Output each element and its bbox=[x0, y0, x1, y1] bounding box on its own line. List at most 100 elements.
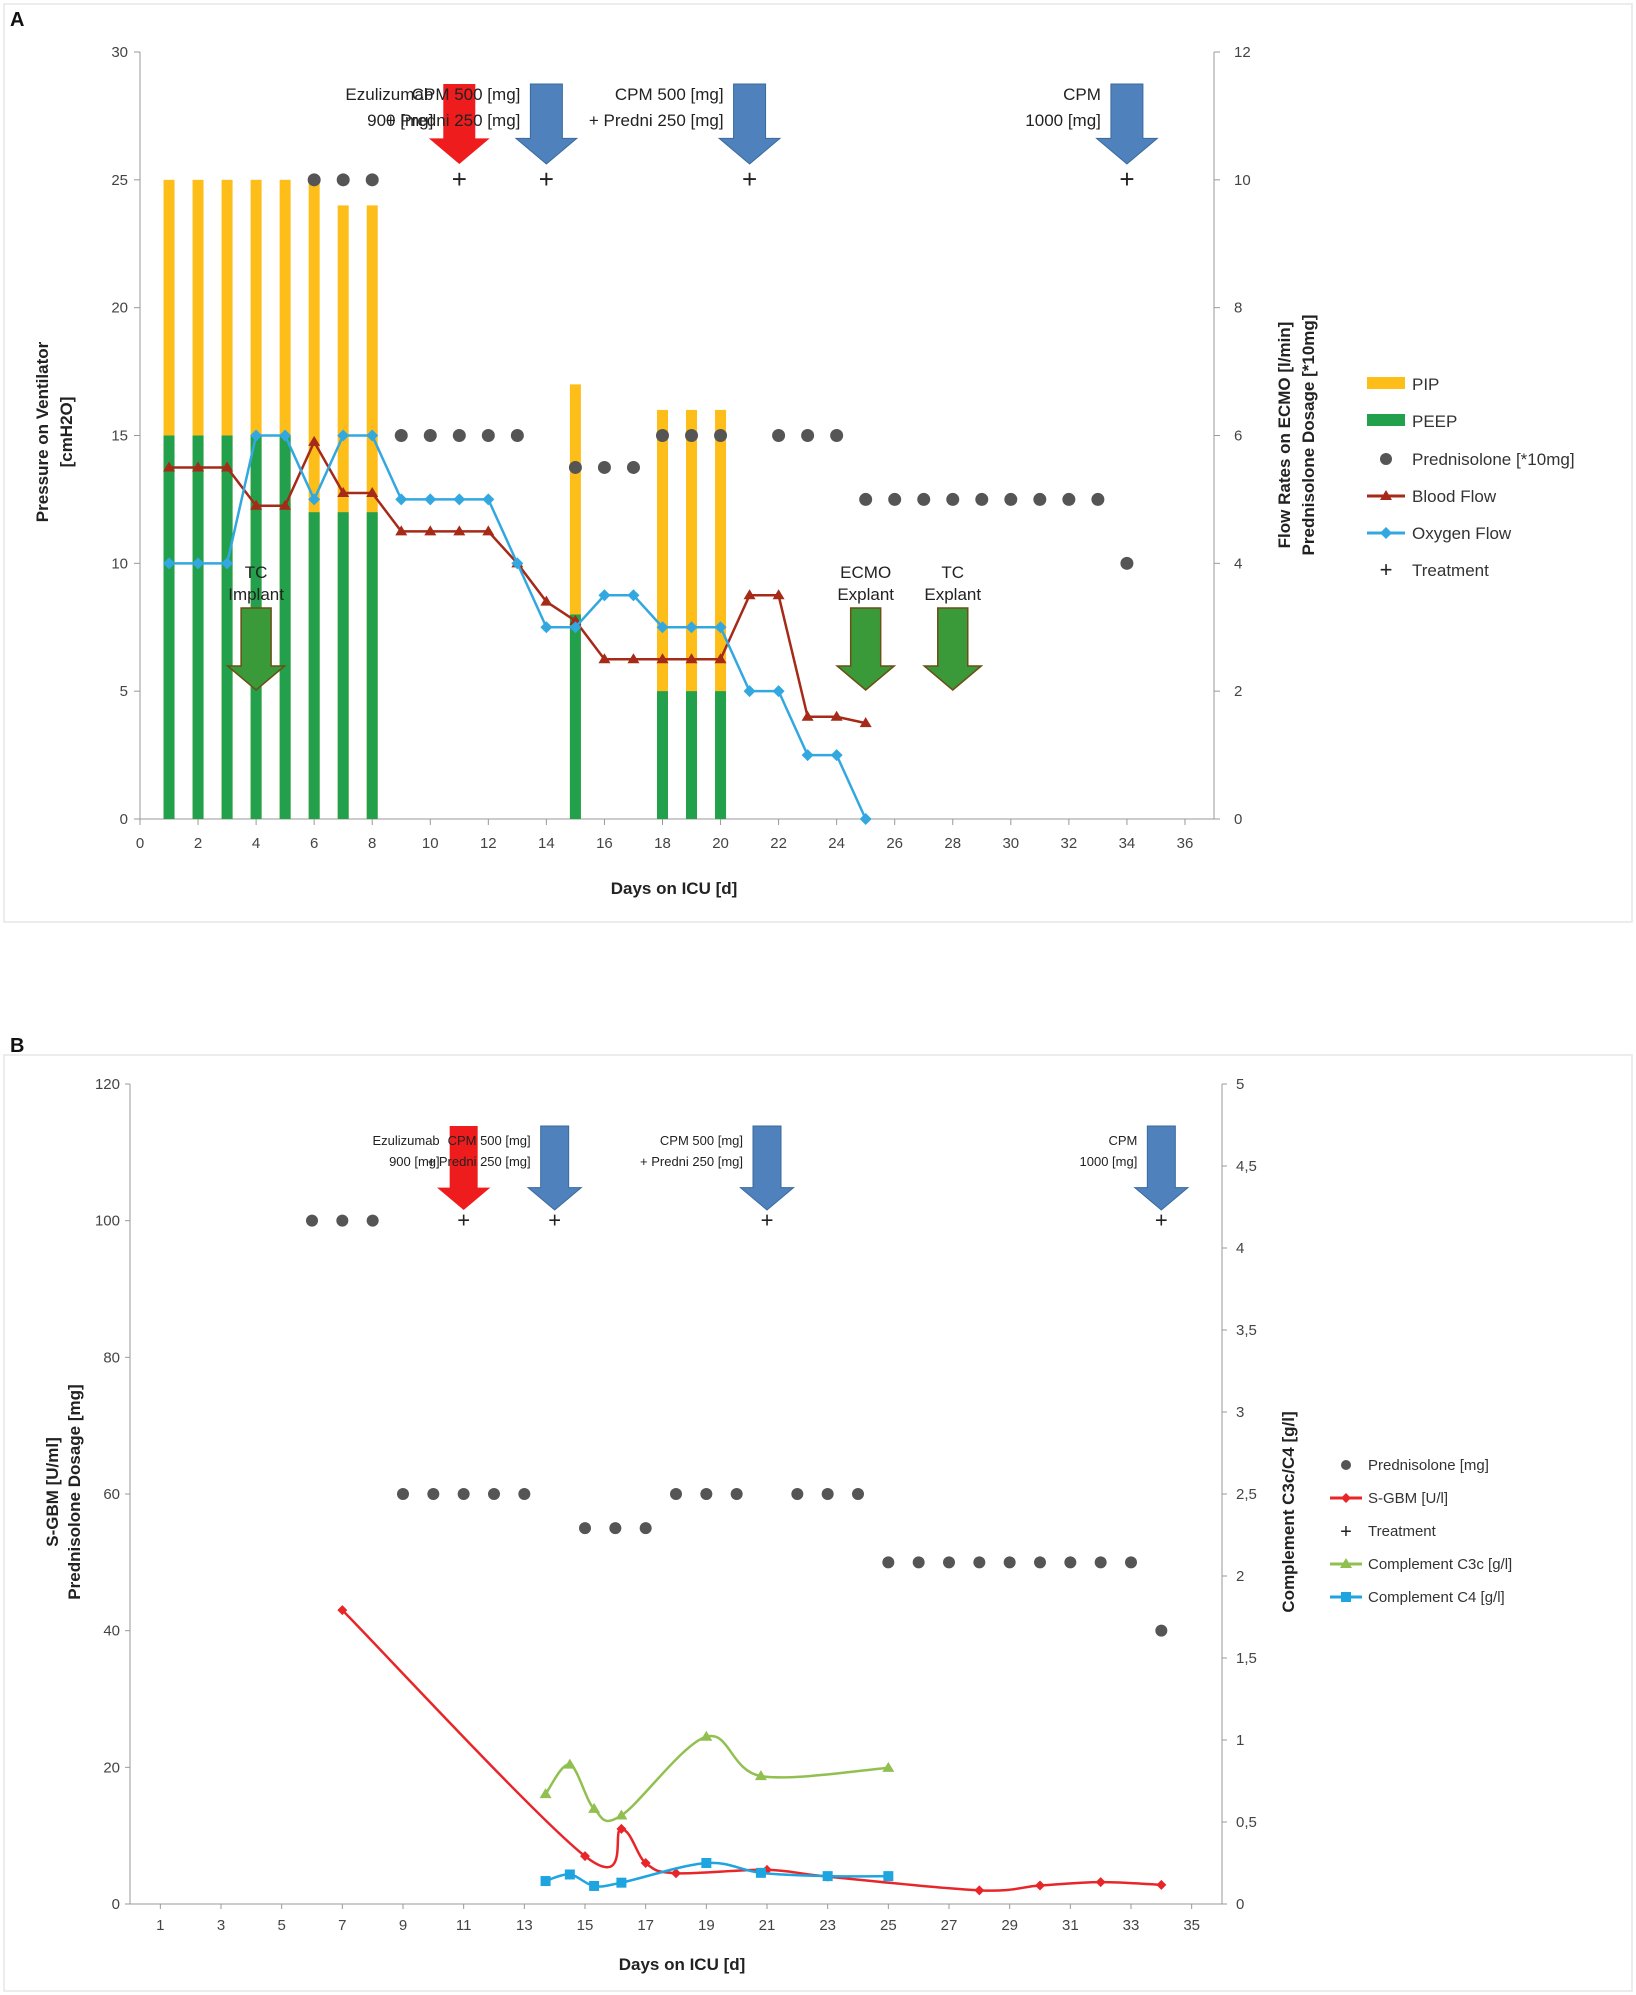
oxygen-flow-point bbox=[250, 429, 263, 442]
peep-bar bbox=[163, 435, 175, 819]
oxygen-flow-point bbox=[221, 557, 234, 570]
b-y2-tick-label: 0,5 bbox=[1236, 1814, 1257, 1831]
prednisolone-point bbox=[626, 460, 640, 474]
b-x-tick-label: 9 bbox=[399, 1917, 407, 1934]
treatment-marker: + bbox=[548, 1208, 561, 1233]
treatment-annotation-line: CPM bbox=[1063, 85, 1101, 104]
pip-bar bbox=[715, 409, 727, 819]
prednisolone-point bbox=[943, 1556, 955, 1569]
legend-b-c4-marker bbox=[1341, 1592, 1351, 1602]
prednisolone-point bbox=[481, 429, 495, 442]
prednisolone-point bbox=[772, 429, 786, 442]
chart-b-ylabel-line2: Prednisolone Dosage [mg] bbox=[65, 1384, 84, 1599]
b-y2-tick-label: 3 bbox=[1236, 1404, 1244, 1421]
legend-oxygen-label: Oxygen Flow bbox=[1412, 524, 1512, 543]
treatment-arrow-blue bbox=[1133, 1125, 1190, 1211]
blood-flow-point bbox=[192, 461, 205, 472]
pip-bar bbox=[569, 384, 581, 819]
event-annotation-line: TC bbox=[941, 563, 964, 582]
legend-b-prednisolone-marker bbox=[1341, 1460, 1351, 1470]
oxygen-flow-point bbox=[511, 557, 524, 570]
a-x-tick-label: 32 bbox=[1061, 835, 1078, 852]
legend-prednisolone-label: Prednisolone [*10mg] bbox=[1412, 450, 1575, 469]
chart-a-ylabel-line2: [cmH2O] bbox=[57, 397, 76, 468]
blood-flow-point bbox=[859, 717, 872, 728]
treatment-annotation-line: Ezulizumab bbox=[345, 85, 433, 104]
blood-flow-point bbox=[163, 461, 176, 472]
b-y-tick-label: 100 bbox=[95, 1213, 120, 1230]
treatment-annotation-line: CPM 500 [mg] bbox=[412, 85, 521, 104]
a-y2-tick-label: 10 bbox=[1234, 172, 1251, 189]
oxygen-flow-point bbox=[801, 749, 814, 762]
c3c-point bbox=[882, 1761, 895, 1772]
prednisolone-point bbox=[882, 1556, 895, 1569]
b-x-tick-label: 23 bbox=[819, 1917, 836, 1934]
legend-oxygen-marker bbox=[1380, 527, 1392, 539]
treatment-marker: + bbox=[742, 164, 757, 194]
pip-bar bbox=[656, 409, 668, 819]
sgbm-point bbox=[337, 1605, 348, 1616]
a-y2-tick-label: 12 bbox=[1234, 44, 1251, 61]
event-annotation-line: Implant bbox=[228, 585, 284, 604]
a-y-tick-label: 30 bbox=[111, 44, 128, 61]
c4-point bbox=[755, 1867, 766, 1878]
b-y-tick-label: 40 bbox=[103, 1623, 120, 1640]
event-annotation-line: ECMO bbox=[840, 563, 891, 582]
blood-flow-point bbox=[366, 487, 379, 498]
prednisolone-point bbox=[946, 492, 960, 506]
treatment-arrow-blue bbox=[1095, 83, 1159, 165]
legend-pip-label: PIP bbox=[1412, 375, 1439, 394]
a-x-tick-label: 18 bbox=[654, 835, 671, 852]
treatment-annotation-line: 1000 [mg] bbox=[1080, 1154, 1138, 1169]
legend-b-sgbm-marker bbox=[1341, 1493, 1351, 1503]
prednisolone-point bbox=[1120, 556, 1134, 570]
event-arrow-green bbox=[225, 607, 287, 691]
panel-a-label: A bbox=[10, 9, 24, 31]
peep-bar bbox=[569, 614, 581, 819]
prednisolone-point bbox=[1003, 1556, 1016, 1569]
legend-b-c4-label: Complement C4 [g/l] bbox=[1368, 1589, 1505, 1606]
prednisolone-point bbox=[1004, 492, 1018, 506]
prednisolone-point bbox=[423, 429, 437, 442]
b-x-tick-label: 29 bbox=[1001, 1917, 1018, 1934]
prednisolone-point bbox=[366, 1214, 379, 1227]
blood-flow-point bbox=[221, 461, 234, 472]
blood-flow-point bbox=[685, 653, 698, 664]
a-y-tick-label: 20 bbox=[111, 300, 128, 317]
prednisolone-point bbox=[859, 492, 873, 506]
a-x-tick-label: 6 bbox=[310, 835, 318, 852]
blood-flow-point bbox=[337, 487, 350, 498]
legend-b-c3c-label: Complement C3c [g/l] bbox=[1368, 1556, 1512, 1573]
sgbm-point bbox=[1095, 1877, 1106, 1888]
oxygen-flow-point bbox=[279, 429, 292, 442]
a-y2-tick-label: 6 bbox=[1234, 428, 1242, 445]
a-y-tick-label: 25 bbox=[111, 172, 128, 189]
prednisolone-point bbox=[685, 429, 699, 442]
oxygen-flow-point bbox=[598, 589, 611, 602]
c3c-point bbox=[539, 1788, 552, 1799]
legend-b-c3c-marker bbox=[1340, 1558, 1352, 1568]
a-x-tick-label: 8 bbox=[368, 835, 376, 852]
prednisolone-point bbox=[830, 429, 844, 442]
prednisolone-point bbox=[307, 173, 321, 187]
prednisolone-point bbox=[714, 429, 728, 442]
treatment-arrow-blue bbox=[717, 83, 782, 165]
treatment-annotation-line: Ezulizumab bbox=[372, 1133, 439, 1148]
b-x-tick-label: 25 bbox=[880, 1917, 897, 1934]
c3c-point bbox=[615, 1809, 628, 1820]
prednisolone-point bbox=[336, 1214, 349, 1227]
chart-b-ylabel-line1: S-GBM [U/ml] bbox=[43, 1437, 62, 1547]
b-y2-tick-label: 4 bbox=[1236, 1240, 1244, 1257]
a-y2-tick-label: 8 bbox=[1234, 300, 1242, 317]
a-x-tick-label: 30 bbox=[1002, 835, 1019, 852]
b-y-tick-label: 0 bbox=[112, 1896, 120, 1913]
c4-point bbox=[616, 1877, 627, 1888]
b-x-tick-label: 27 bbox=[941, 1917, 958, 1934]
prednisolone-point bbox=[510, 429, 524, 442]
prednisolone-point bbox=[306, 1214, 318, 1227]
oxygen-flow-point bbox=[395, 493, 408, 506]
chart-b: S-GBM [U/ml] Prednisolone Dosage [mg] Co… bbox=[43, 1076, 1512, 1974]
a-y-tick-label: 15 bbox=[111, 428, 128, 445]
oxygen-flow-point bbox=[714, 621, 727, 634]
prednisolone-point bbox=[973, 1556, 986, 1569]
